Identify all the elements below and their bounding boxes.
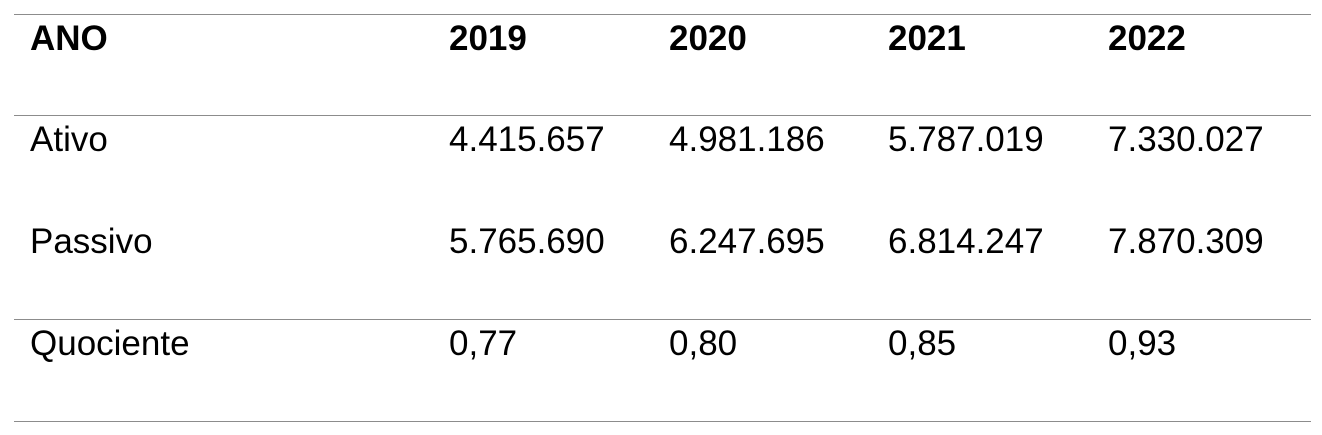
passivo-2019-cell: 5.765.690 — [449, 222, 605, 261]
table-row-ativo: Ativo 4.415.657 4.981.186 5.787.019 7.33… — [14, 116, 1311, 218]
row-label-ativo: Ativo — [30, 120, 108, 159]
table-row-quociente: Quociente 0,77 0,80 0,85 0,93 — [14, 320, 1311, 422]
ativo-2020-cell: 4.981.186 — [669, 120, 825, 159]
header-cell-2020: 2020 — [669, 19, 747, 58]
passivo-2020-cell: 6.247.695 — [669, 222, 825, 261]
quociente-2022-cell: 0,93 — [1108, 324, 1177, 363]
quociente-2020-cell: 0,80 — [669, 324, 738, 363]
ativo-2022-cell: 7.330.027 — [1108, 120, 1264, 159]
ativo-2019-cell: 4.415.657 — [449, 120, 605, 159]
passivo-2022-cell: 7.870.309 — [1108, 222, 1264, 261]
passivo-2021-cell: 6.814.247 — [888, 222, 1044, 261]
row-label-quociente: Quociente — [30, 324, 190, 363]
ativo-2021-cell: 5.787.019 — [888, 120, 1044, 159]
header-cell-2019: 2019 — [449, 19, 527, 58]
quociente-2021-cell: 0,85 — [888, 324, 957, 363]
header-cell-ano: ANO — [30, 19, 108, 58]
row-label-passivo: Passivo — [30, 222, 153, 261]
quociente-2019-cell: 0,77 — [449, 324, 518, 363]
header-cell-2022: 2022 — [1108, 19, 1186, 58]
data-table: ANO 2019 2020 2021 2022 Ativo 4.415.657 … — [14, 14, 1311, 422]
table-header-row: ANO 2019 2020 2021 2022 — [14, 14, 1311, 116]
table-row-passivo: Passivo 5.765.690 6.247.695 6.814.247 7.… — [14, 218, 1311, 320]
header-cell-2021: 2021 — [888, 19, 966, 58]
